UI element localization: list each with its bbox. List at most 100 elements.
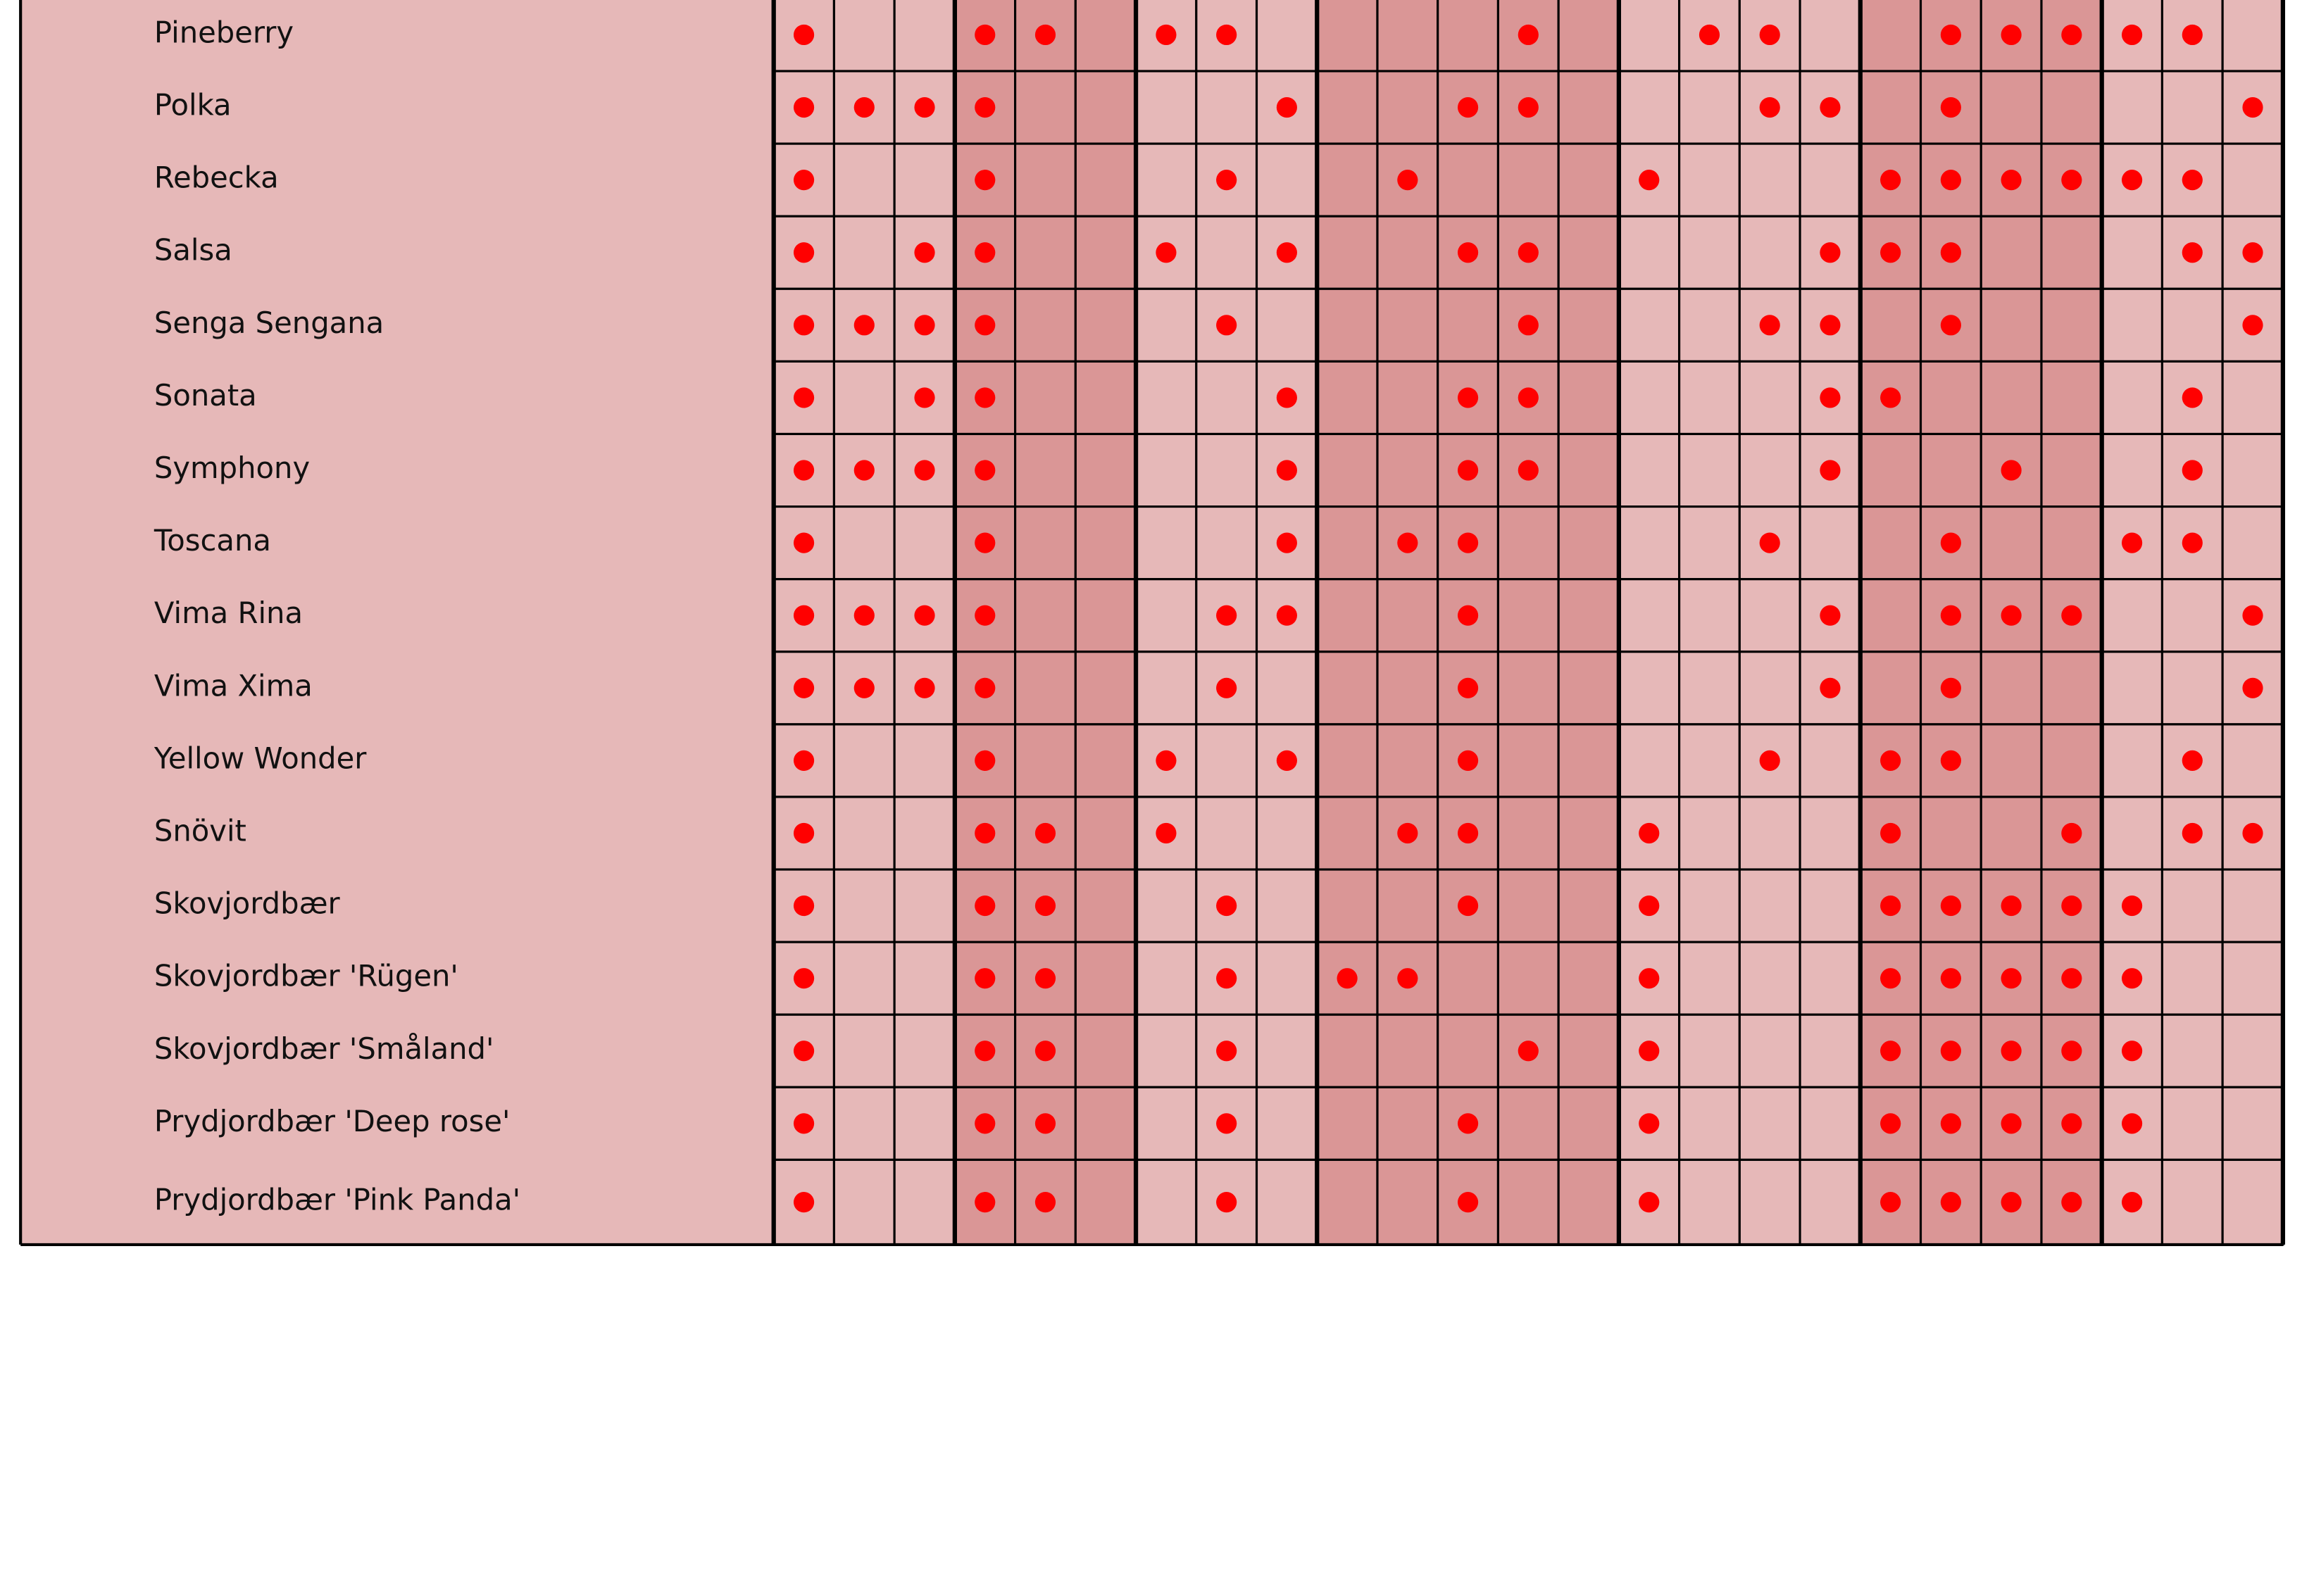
dot xyxy=(1034,895,1056,917)
cell xyxy=(1496,505,1560,581)
dot xyxy=(1940,605,1961,626)
dot xyxy=(2001,1192,2022,1213)
cell xyxy=(1255,941,1318,1016)
dot xyxy=(1397,968,1418,989)
cell xyxy=(1618,287,1681,363)
dot xyxy=(1216,968,1237,989)
cell xyxy=(1496,1086,1560,1161)
cell xyxy=(1376,578,1439,653)
dot xyxy=(1216,1041,1237,1062)
dot xyxy=(1940,1041,1961,1062)
dot xyxy=(1940,895,1961,917)
dot xyxy=(1216,895,1237,917)
cell xyxy=(1618,360,1681,436)
cell xyxy=(2221,1013,2284,1088)
cell xyxy=(2040,723,2103,798)
cell xyxy=(1557,360,1620,436)
dot xyxy=(1457,750,1479,771)
dot xyxy=(793,242,815,263)
row-label: Vima Xima xyxy=(154,668,313,703)
dot xyxy=(1820,605,1841,626)
dot xyxy=(1457,460,1479,481)
dot xyxy=(975,315,996,336)
dot xyxy=(1034,822,1056,844)
dot xyxy=(1940,677,1961,698)
cell xyxy=(1557,287,1620,363)
dot xyxy=(1880,242,1901,263)
dot xyxy=(2121,1041,2143,1062)
cell xyxy=(1315,651,1379,726)
cell xyxy=(1074,723,1137,798)
cell xyxy=(1014,360,1077,436)
cell xyxy=(1496,1158,1560,1246)
cell xyxy=(1678,651,1741,726)
cell xyxy=(1859,578,1922,653)
dot xyxy=(1880,822,1901,844)
cell xyxy=(893,1158,956,1246)
row-label: Symphony xyxy=(154,451,310,485)
dot xyxy=(793,822,815,844)
cell xyxy=(1014,432,1077,508)
cell xyxy=(1014,287,1077,363)
dot xyxy=(975,242,996,263)
dot xyxy=(2001,460,2022,481)
cell xyxy=(1799,142,1862,218)
dot xyxy=(793,968,815,989)
cell xyxy=(893,1086,956,1161)
cell xyxy=(1557,651,1620,726)
dot xyxy=(1940,532,1961,553)
cell xyxy=(1074,1086,1137,1161)
dot xyxy=(793,387,815,408)
dot xyxy=(2121,532,2143,553)
dot xyxy=(2121,968,2143,989)
cell xyxy=(893,1013,956,1088)
cell xyxy=(2040,215,2103,290)
dot xyxy=(975,1192,996,1213)
dot xyxy=(1940,968,1961,989)
cell xyxy=(2221,360,2284,436)
dot xyxy=(975,822,996,844)
dot xyxy=(1759,24,1780,46)
cell xyxy=(1738,1158,1801,1246)
cell xyxy=(893,796,956,871)
dot xyxy=(853,315,875,336)
cell xyxy=(1315,142,1379,218)
cell xyxy=(1255,287,1318,363)
dot xyxy=(1940,1192,1961,1213)
cell xyxy=(2040,287,2103,363)
cell xyxy=(2221,1086,2284,1161)
cell xyxy=(1979,505,2043,581)
cell xyxy=(2040,70,2103,145)
dot xyxy=(1457,605,1479,626)
cell xyxy=(1859,287,1922,363)
dot xyxy=(1820,96,1841,118)
cell xyxy=(1134,505,1198,581)
cell xyxy=(1255,651,1318,726)
dot xyxy=(2001,24,2022,46)
cell xyxy=(1134,142,1198,218)
dot xyxy=(1216,315,1237,336)
cell xyxy=(1315,0,1379,73)
row-label: Salsa xyxy=(154,233,232,268)
dot xyxy=(1457,1113,1479,1134)
row-label: Yellow Wonder xyxy=(154,741,367,775)
dot xyxy=(1880,170,1901,191)
dot xyxy=(2061,24,2082,46)
dot xyxy=(1639,1192,1660,1213)
cell xyxy=(893,142,956,218)
dot xyxy=(1216,1113,1237,1134)
dot xyxy=(914,387,935,408)
cell xyxy=(1738,215,1801,290)
dot xyxy=(1216,170,1237,191)
cell xyxy=(2040,505,2103,581)
dot xyxy=(1639,968,1660,989)
row-label: Prydjordbær 'Deep rose' xyxy=(154,1104,511,1138)
cell xyxy=(1496,868,1560,943)
dot xyxy=(1457,822,1479,844)
cell xyxy=(1376,868,1439,943)
cell xyxy=(1315,505,1379,581)
cell xyxy=(1738,1013,1801,1088)
dot xyxy=(1337,968,1358,989)
dot xyxy=(1518,460,1539,481)
dot xyxy=(914,677,935,698)
